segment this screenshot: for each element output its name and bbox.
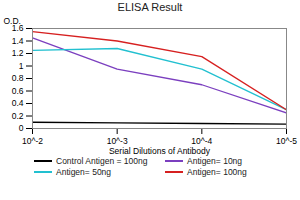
svg-text:1.2: 1.2	[12, 48, 24, 58]
svg-text:10^-2: 10^-2	[22, 136, 43, 146]
html-text:Antigen= 100ng: Antigen= 100ng	[187, 167, 247, 177]
svg-text:10^-3: 10^-3	[107, 136, 128, 146]
svg-text:1: 1	[19, 61, 24, 71]
svg-text:O.D.: O.D.	[4, 16, 21, 26]
html-text:ELISA Result: ELISA Result	[117, 1, 183, 13]
svg-text:0.2: 0.2	[12, 111, 24, 121]
svg-text:10^-5: 10^-5	[276, 136, 297, 146]
svg-text:0.4: 0.4	[12, 98, 24, 108]
svg-text:0: 0	[19, 123, 24, 133]
svg-text:1.4: 1.4	[12, 36, 24, 46]
html-text:Antigen= 10ng: Antigen= 10ng	[187, 156, 243, 166]
svg-text:Serial Dilutions of Antibody: Serial Dilutions of Antibody	[109, 146, 211, 156]
html-text:Control Antigen = 100ng: Control Antigen = 100ng	[56, 156, 148, 166]
svg-text:0.8: 0.8	[12, 73, 24, 83]
svg-text:0.6: 0.6	[12, 86, 24, 96]
svg-text:1.6: 1.6	[11, 23, 24, 34]
html-text:Antigen= 50ng: Antigen= 50ng	[56, 167, 112, 177]
svg-text:10^-4: 10^-4	[191, 136, 212, 146]
